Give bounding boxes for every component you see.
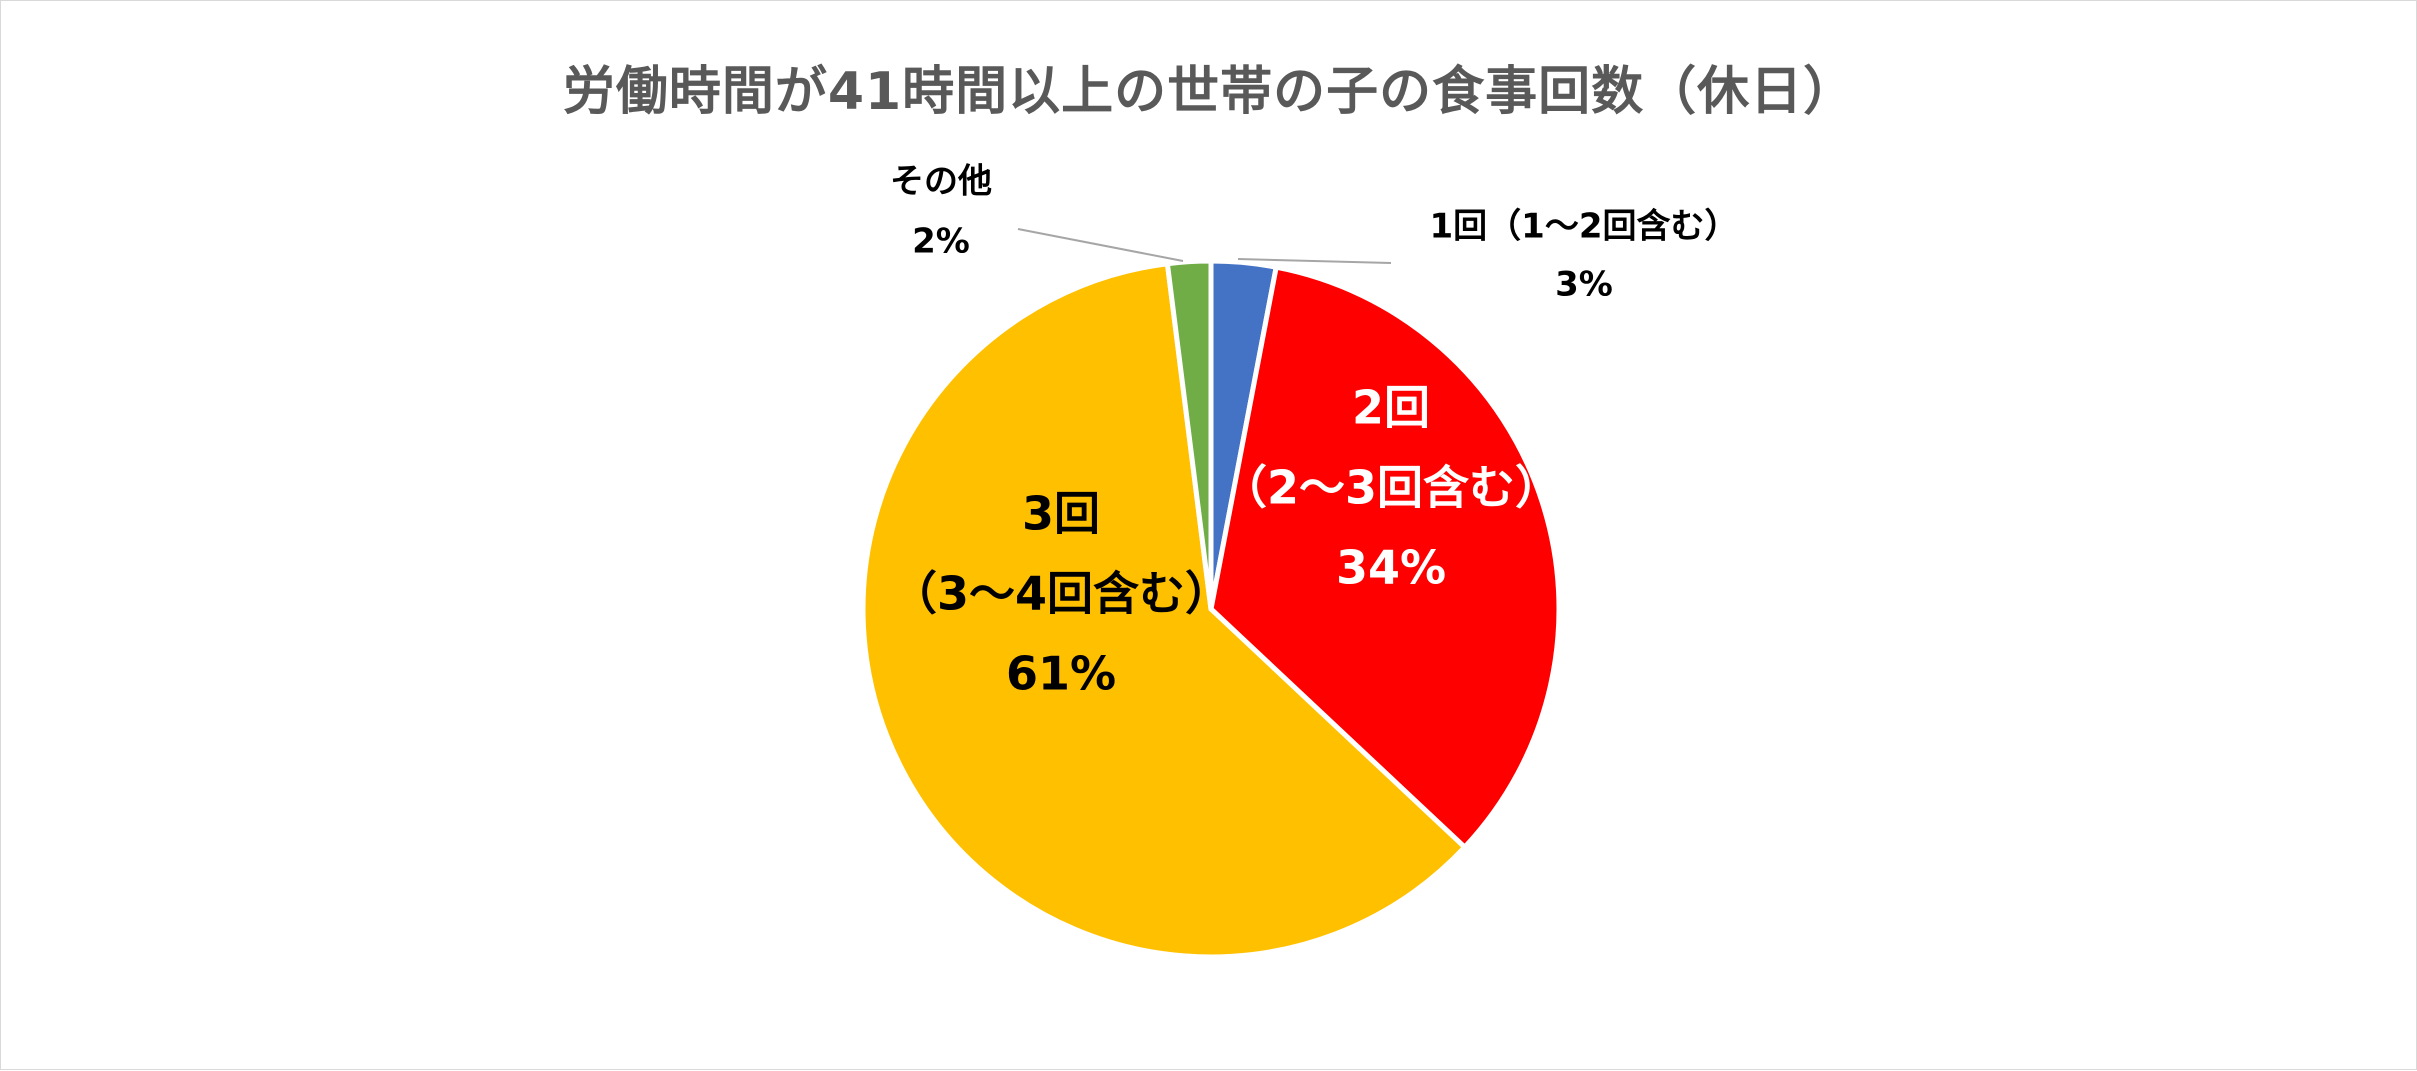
leader-line-4 (1017, 228, 1184, 262)
pie-slice-2 (1208, 264, 1562, 850)
slice-2-value-label: 34% (1336, 541, 1446, 595)
slice-3-category-label: （3～4回含む） (891, 567, 1231, 621)
slice-3-value-label: 61% (1006, 647, 1116, 701)
chart-title: 労働時間が41時間以上の世帯の子の食事回数（休日） (562, 62, 1857, 122)
leader-line-1 (1237, 258, 1392, 264)
slice-2-category-label: 2回 (1352, 381, 1430, 435)
slice-4-category-label: その他 (890, 162, 992, 202)
slice-4-value-label: 2% (912, 222, 970, 262)
pie-slice-3 (860, 261, 1468, 960)
slice-3-category-label: 3回 (1022, 487, 1100, 541)
slice-2-category-label: （2～3回含む） (1221, 461, 1561, 515)
slice-1-category-label: 1回（1～2回含む） (1430, 207, 1739, 247)
slice-1-value-label: 3% (1555, 265, 1613, 305)
pie-slice-4 (1164, 258, 1214, 612)
